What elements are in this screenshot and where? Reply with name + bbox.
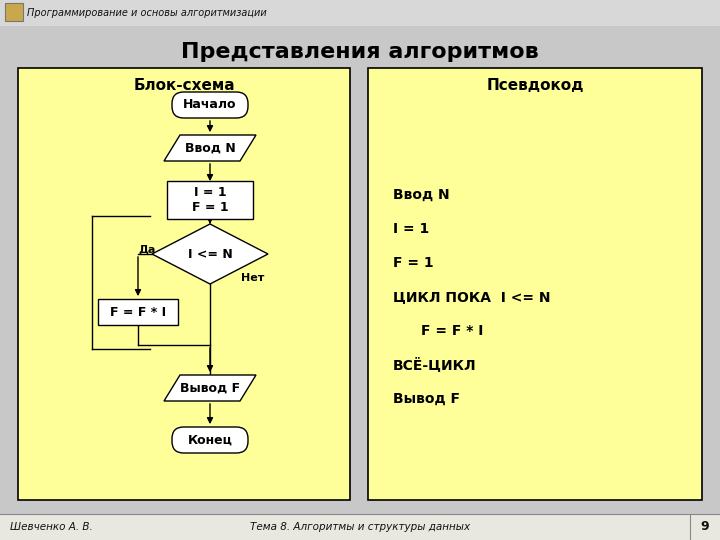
Text: Нет: Нет (241, 273, 264, 283)
FancyBboxPatch shape (0, 514, 720, 540)
Text: ЦИКЛ ПОКА  I <= N: ЦИКЛ ПОКА I <= N (393, 290, 551, 304)
FancyBboxPatch shape (172, 427, 248, 453)
Text: Программирование и основы алгоритмизации: Программирование и основы алгоритмизации (27, 8, 266, 18)
Text: F = F * I: F = F * I (421, 324, 483, 338)
Text: Псевдокод: Псевдокод (486, 78, 584, 92)
Text: I <= N: I <= N (188, 247, 233, 260)
Polygon shape (164, 135, 256, 161)
Text: Ввод N: Ввод N (184, 141, 235, 154)
Text: Конец: Конец (188, 434, 233, 447)
FancyBboxPatch shape (172, 92, 248, 118)
Text: F = F * I: F = F * I (110, 306, 166, 319)
Text: 9: 9 (701, 521, 709, 534)
Text: Вывод F: Вывод F (180, 381, 240, 395)
FancyBboxPatch shape (167, 181, 253, 219)
Text: Вывод F: Вывод F (393, 392, 460, 406)
Text: Блок-схема: Блок-схема (133, 78, 235, 92)
Text: Представления алгоритмов: Представления алгоритмов (181, 42, 539, 62)
Text: Шевченко А. В.: Шевченко А. В. (10, 522, 93, 532)
Text: I = 1
F = 1: I = 1 F = 1 (192, 186, 228, 214)
Polygon shape (164, 375, 256, 401)
Text: F = 1: F = 1 (393, 256, 433, 270)
Polygon shape (152, 224, 268, 284)
Text: ВСЁ-ЦИКЛ: ВСЁ-ЦИКЛ (393, 357, 477, 373)
Text: Начало: Начало (184, 98, 237, 111)
Text: Ввод N: Ввод N (393, 188, 449, 202)
FancyBboxPatch shape (368, 68, 702, 500)
FancyBboxPatch shape (0, 0, 720, 26)
FancyBboxPatch shape (18, 68, 350, 500)
Text: Тема 8. Алгоритмы и структуры данных: Тема 8. Алгоритмы и структуры данных (250, 522, 470, 532)
FancyBboxPatch shape (98, 299, 178, 325)
FancyBboxPatch shape (5, 3, 23, 21)
Text: I = 1: I = 1 (393, 222, 429, 236)
Text: Да: Да (139, 244, 156, 254)
